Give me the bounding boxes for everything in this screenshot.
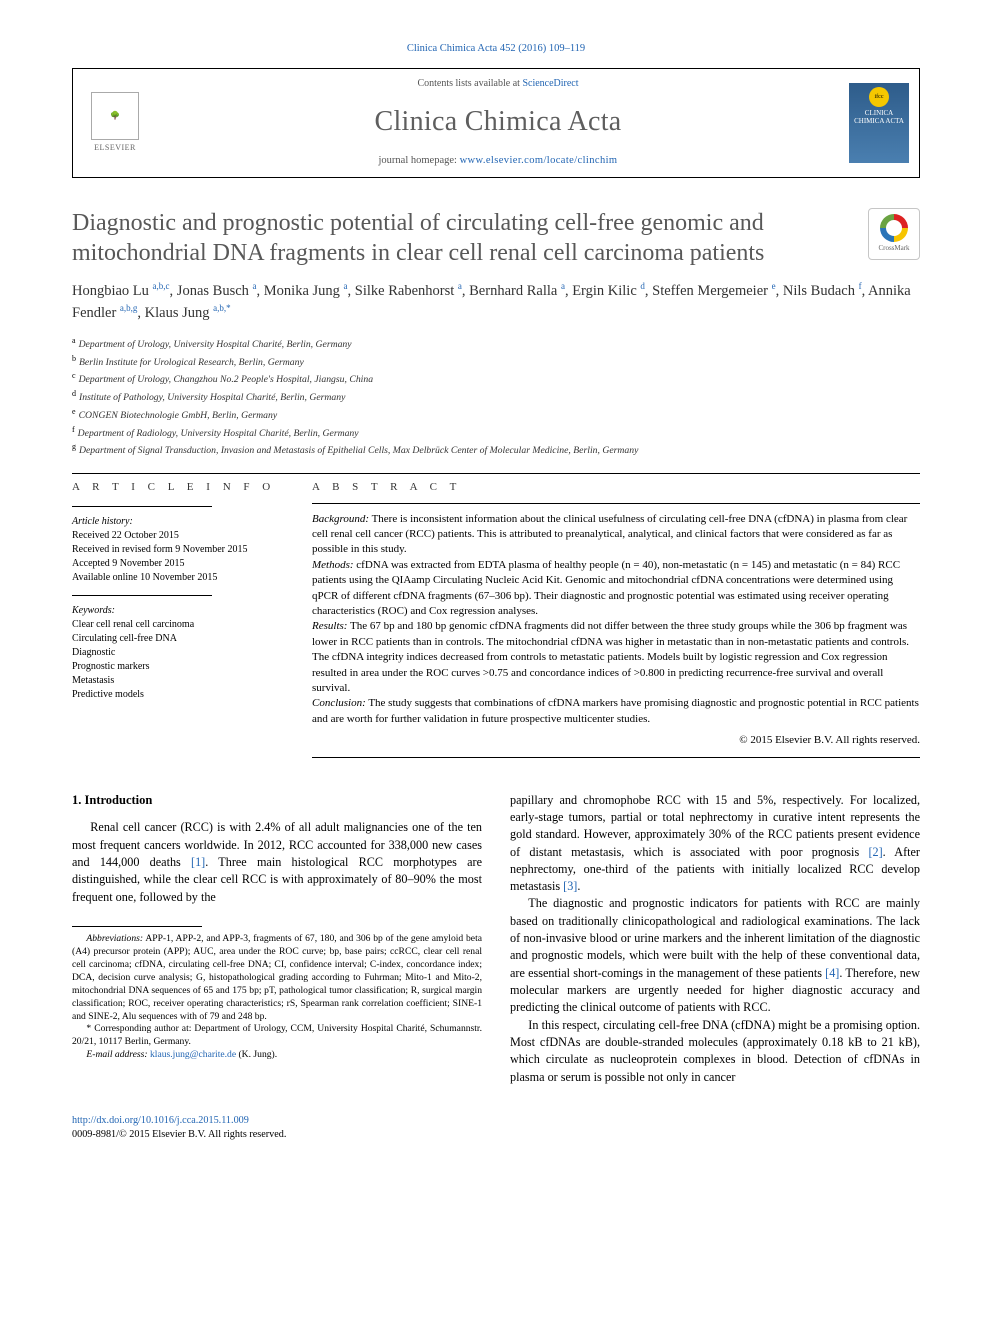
crossmark-badge[interactable]: CrossMark [868,208,920,260]
cover-title: CLINICA CHIMICA ACTA [851,110,907,125]
journal-header: 🌳 ELSEVIER Contents lists available at S… [72,68,920,177]
body-column-right: papillary and chromophobe RCC with 15 an… [510,792,920,1087]
abstract-background: Background: There is inconsistent inform… [312,512,920,558]
ref-1[interactable]: [1] [191,855,205,869]
journal-homepage-line: journal homepage: www.elsevier.com/locat… [157,154,839,168]
abbreviations-note: Abbreviations: APP-1, APP-2, and APP-3, … [72,933,482,1024]
abstract-column: A B S T R A C T Background: There is inc… [312,480,920,757]
email-note: E-mail address: klaus.jung@charite.de (K… [72,1049,482,1062]
abstract-heading: A B S T R A C T [312,480,920,495]
keyword: Metastasis [72,674,282,688]
journal-cover-thumb: ifcc CLINICA CHIMICA ACTA [849,83,909,163]
crossmark-icon [880,214,908,242]
keyword: Circulating cell-free DNA [72,632,282,646]
article-info-column: A R T I C L E I N F O Article history: R… [72,480,282,757]
crossmark-label: CrossMark [878,244,909,253]
elsevier-tree-icon: 🌳 [91,92,139,140]
ref-3[interactable]: [3] [563,879,577,893]
ref-4[interactable]: [4] [825,966,839,980]
history-line: Available online 10 November 2015 [72,571,282,585]
affiliation-c: cDepartment of Urology, Changzhou No.2 P… [72,370,920,388]
abstract-conclusion: Conclusion: The study suggests that comb… [312,696,920,727]
keyword: Diagnostic [72,646,282,660]
section-1-heading: 1. Introduction [72,792,482,810]
history-line: Received 22 October 2015 [72,529,282,543]
intro-p1: Renal cell cancer (RCC) is with 2.4% of … [72,819,482,906]
keywords-label: Keywords: [72,604,282,618]
intro-p2: papillary and chromophobe RCC with 15 an… [510,792,920,896]
cover-badge-icon: ifcc [869,87,889,107]
issn-copyright: 0009-8981/© 2015 Elsevier B.V. All right… [72,1128,920,1142]
keyword: Clear cell renal cell carcinoma [72,618,282,632]
article-info-heading: A R T I C L E I N F O [72,480,282,495]
sciencedirect-link[interactable]: ScienceDirect [522,78,578,89]
keyword: Prognostic markers [72,660,282,674]
keyword: Predictive models [72,688,282,702]
elsevier-logo: 🌳 ELSEVIER [83,92,147,154]
ref-2[interactable]: [2] [868,845,882,859]
abstract-methods: Methods: cfDNA was extracted from EDTA p… [312,558,920,620]
authors-line: Hongbiao Lu a,b,c, Jonas Busch a, Monika… [72,280,920,325]
elsevier-label: ELSEVIER [94,143,136,154]
contents-available-line: Contents lists available at ScienceDirec… [157,77,839,91]
history-line: Accepted 9 November 2015 [72,557,282,571]
journal-homepage-link[interactable]: www.elsevier.com/locate/clinchim [460,155,618,166]
doi-link[interactable]: http://dx.doi.org/10.1016/j.cca.2015.11.… [72,1115,249,1126]
corresponding-email-link[interactable]: klaus.jung@charite.de [150,1049,236,1060]
history-label: Article history: [72,515,282,529]
article-title: Diagnostic and prognostic potential of c… [72,208,852,268]
affiliation-f: fDepartment of Radiology, University Hos… [72,424,920,442]
intro-p3: The diagnostic and prognostic indicators… [510,895,920,1016]
affiliation-e: eCONGEN Biotechnologie GmbH, Berlin, Ger… [72,406,920,424]
intro-p4: In this respect, circulating cell-free D… [510,1017,920,1086]
corresponding-author-note: * Corresponding author at: Department of… [72,1023,482,1049]
footnotes: Abbreviations: APP-1, APP-2, and APP-3, … [72,933,482,1062]
affiliations: aDepartment of Urology, University Hospi… [72,335,920,459]
homepage-label: journal homepage: [379,155,460,166]
affiliation-d: dInstitute of Pathology, University Hosp… [72,388,920,406]
history-line: Received in revised form 9 November 2015 [72,543,282,557]
affiliation-a: aDepartment of Urology, University Hospi… [72,335,920,353]
affiliation-g: gDepartment of Signal Transduction, Inva… [72,441,920,459]
affiliation-b: bBerlin Institute for Urological Researc… [72,353,920,371]
abstract-results: Results: The 67 bp and 180 bp genomic cf… [312,619,920,696]
contents-pre: Contents lists available at [417,78,522,89]
journal-citation[interactable]: Clinica Chimica Acta 452 (2016) 109–119 [72,42,920,56]
body-column-left: 1. Introduction Renal cell cancer (RCC) … [72,792,482,1087]
journal-name: Clinica Chimica Acta [157,103,839,141]
abstract-copyright: © 2015 Elsevier B.V. All rights reserved… [312,733,920,748]
page-footer: http://dx.doi.org/10.1016/j.cca.2015.11.… [72,1114,920,1142]
